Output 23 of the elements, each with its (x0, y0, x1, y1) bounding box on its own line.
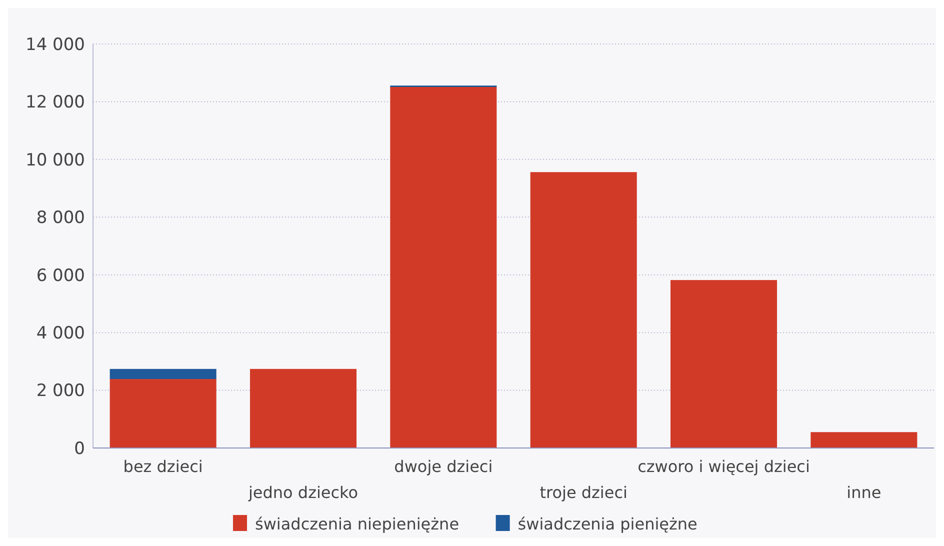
bar (390, 86, 497, 448)
x-tick-label: jedno dziecko (247, 483, 358, 502)
y-tick-label: 2 000 (36, 381, 85, 402)
legend-label: świadczenia pieniężne (518, 514, 698, 534)
bar (110, 379, 216, 448)
bar (670, 280, 778, 448)
y-tick-label: 14 000 (26, 34, 85, 55)
x-tick-label: troje dzieci (540, 483, 628, 502)
y-tick-label: 12 000 (26, 92, 85, 113)
x-tick-label: dwoje dzieci (394, 457, 493, 476)
y-tick-label: 6 000 (36, 266, 85, 286)
y-tick-label: 8 000 (36, 208, 85, 228)
bar (530, 172, 637, 448)
bar (250, 368, 357, 448)
bar (110, 368, 216, 380)
y-tick-label: 4 000 (36, 324, 85, 344)
y-tick-label: 10 000 (26, 150, 85, 170)
y-tick-label: 0 (74, 438, 85, 459)
bar (810, 432, 918, 448)
x-tick-label: czworo i więcej dzieci (638, 457, 810, 476)
x-tick-label: bez dzieci (123, 457, 203, 476)
legend-label: świadczenia niepieniężne (255, 514, 460, 534)
x-tick-label: inne (846, 483, 882, 502)
